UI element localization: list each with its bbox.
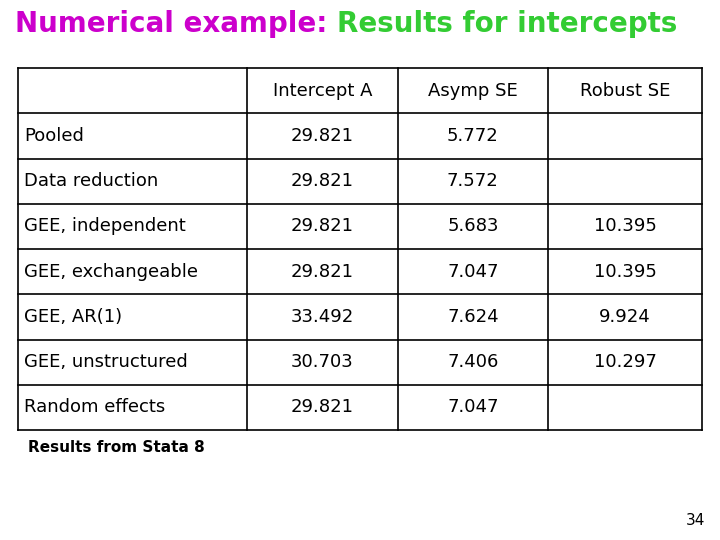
Text: GEE, AR(1): GEE, AR(1) bbox=[24, 308, 122, 326]
Text: 7.047: 7.047 bbox=[447, 399, 499, 416]
Text: 29.821: 29.821 bbox=[291, 218, 354, 235]
Text: 33.492: 33.492 bbox=[291, 308, 354, 326]
Text: 5.683: 5.683 bbox=[447, 218, 499, 235]
Text: 29.821: 29.821 bbox=[291, 399, 354, 416]
Text: Results from Stata 8: Results from Stata 8 bbox=[28, 440, 204, 455]
Text: 30.703: 30.703 bbox=[291, 353, 354, 371]
Text: 10.297: 10.297 bbox=[593, 353, 657, 371]
Text: 7.624: 7.624 bbox=[447, 308, 499, 326]
Text: 7.047: 7.047 bbox=[447, 262, 499, 281]
Text: 9.924: 9.924 bbox=[599, 308, 651, 326]
Text: Pooled: Pooled bbox=[24, 127, 84, 145]
Text: Asymp SE: Asymp SE bbox=[428, 82, 518, 99]
Text: 10.395: 10.395 bbox=[593, 262, 657, 281]
Text: Intercept A: Intercept A bbox=[273, 82, 372, 99]
Text: 29.821: 29.821 bbox=[291, 172, 354, 190]
Text: Random effects: Random effects bbox=[24, 399, 166, 416]
Text: GEE, independent: GEE, independent bbox=[24, 218, 186, 235]
Text: Robust SE: Robust SE bbox=[580, 82, 670, 99]
Text: Data reduction: Data reduction bbox=[24, 172, 158, 190]
Text: 29.821: 29.821 bbox=[291, 127, 354, 145]
Text: 7.406: 7.406 bbox=[447, 353, 498, 371]
Text: 5.772: 5.772 bbox=[447, 127, 499, 145]
Text: 34: 34 bbox=[685, 513, 705, 528]
Text: 7.572: 7.572 bbox=[447, 172, 499, 190]
Text: Results for intercepts: Results for intercepts bbox=[337, 10, 678, 38]
Text: 10.395: 10.395 bbox=[593, 218, 657, 235]
Text: 29.821: 29.821 bbox=[291, 262, 354, 281]
Text: GEE, unstructured: GEE, unstructured bbox=[24, 353, 188, 371]
Text: GEE, exchangeable: GEE, exchangeable bbox=[24, 262, 198, 281]
Text: Numerical example:: Numerical example: bbox=[15, 10, 337, 38]
